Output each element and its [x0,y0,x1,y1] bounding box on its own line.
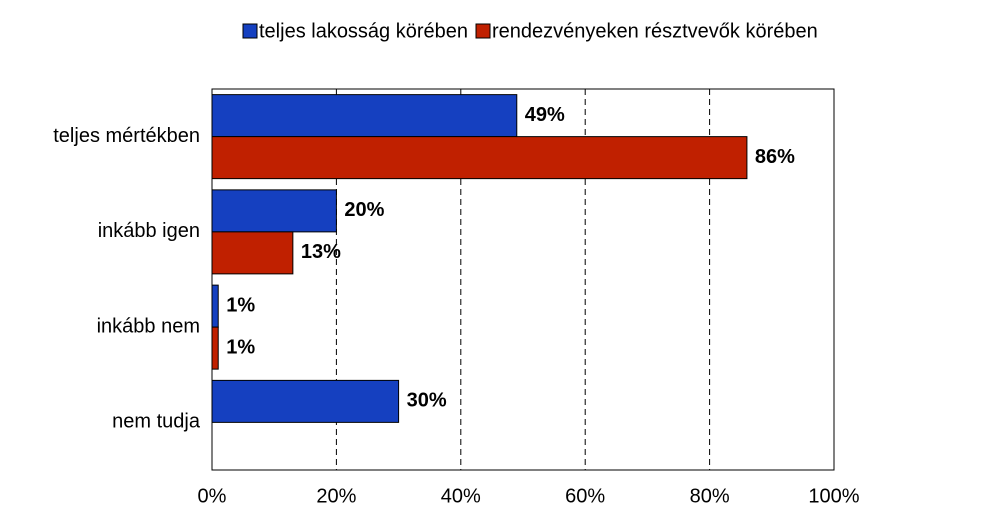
bar [211,231,294,275]
bar [211,284,219,328]
bar [211,189,337,233]
legend-label: rendezvényeken résztvevők körében [492,20,818,42]
value-label: 20% [344,199,384,221]
bar [211,326,219,370]
bar [211,136,748,180]
value-label: 86% [755,146,795,168]
legend-swatch [242,23,258,39]
legend-label: teljes lakosság körében [259,20,468,42]
x-tick-label: 60% [565,485,605,506]
y-tick-label: nem tudja [112,411,201,433]
x-tick-label: 100% [808,485,859,506]
x-tick-label: 20% [316,485,356,506]
y-tick-label: inkább igen [98,220,200,242]
y-tick-label: teljes mértékben [53,125,200,147]
value-label: 1% [226,336,255,358]
value-label: 1% [226,294,255,316]
bar [211,94,518,138]
x-tick-label: 0% [198,485,227,506]
value-label: 30% [407,390,447,412]
plot-frame [211,88,835,471]
x-tick-label: 80% [690,485,730,506]
bar [211,379,400,423]
value-label: 49% [525,104,565,126]
x-tick-label: 40% [441,485,481,506]
value-label: 13% [301,241,341,263]
legend-swatch [475,23,491,39]
y-tick-label: inkább nem [97,315,200,337]
